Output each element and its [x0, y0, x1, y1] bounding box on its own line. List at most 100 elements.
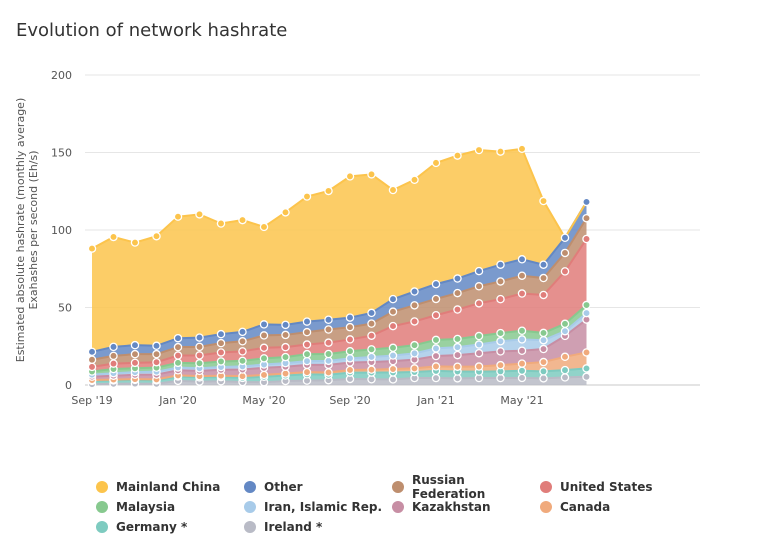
point-united-states[interactable] — [238, 347, 247, 356]
point-mainland-china[interactable] — [388, 185, 398, 195]
point-iran-islamic-rep[interactable] — [474, 340, 484, 349]
point-united-states[interactable] — [410, 317, 419, 326]
point-malaysia[interactable] — [539, 328, 548, 338]
point-russian-federation[interactable] — [496, 277, 505, 286]
point-other[interactable] — [259, 320, 269, 329]
point-canada[interactable] — [453, 362, 462, 371]
point-other[interactable] — [453, 274, 462, 283]
point-canada[interactable] — [517, 359, 527, 368]
point-iran-islamic-rep[interactable] — [560, 326, 570, 336]
point-other[interactable] — [216, 329, 226, 339]
point-malaysia[interactable] — [281, 352, 290, 362]
point-mainland-china[interactable] — [324, 186, 333, 196]
point-malaysia[interactable] — [560, 319, 570, 329]
point-russian-federation[interactable] — [431, 294, 441, 304]
point-russian-federation[interactable] — [173, 342, 183, 352]
point-united-states[interactable] — [302, 340, 312, 349]
legend-item-united-states[interactable]: United States — [540, 478, 688, 496]
point-malaysia[interactable] — [431, 335, 441, 345]
point-united-states[interactable] — [87, 362, 97, 372]
point-mainland-china[interactable] — [87, 244, 97, 253]
legend-item-russian-federation[interactable]: Russian Federation — [392, 473, 540, 501]
point-malaysia[interactable] — [345, 346, 355, 356]
point-kazakhstan[interactable] — [453, 350, 462, 360]
point-canada[interactable] — [302, 367, 312, 377]
point-other[interactable] — [539, 260, 548, 269]
point-malaysia[interactable] — [173, 358, 183, 368]
point-other[interactable] — [388, 294, 398, 304]
point-united-states[interactable] — [453, 305, 462, 314]
point-united-states[interactable] — [259, 343, 269, 353]
point-ireland[interactable] — [388, 375, 398, 384]
point-kazakhstan[interactable] — [517, 346, 527, 355]
point-other[interactable] — [560, 233, 570, 242]
point-germany[interactable] — [560, 365, 570, 375]
point-other[interactable] — [582, 197, 591, 207]
point-russian-federation[interactable] — [517, 271, 527, 280]
point-malaysia[interactable] — [259, 354, 269, 363]
point-united-states[interactable] — [367, 331, 376, 340]
point-russian-federation[interactable] — [367, 319, 376, 328]
point-iran-islamic-rep[interactable] — [582, 308, 591, 318]
point-ireland[interactable] — [453, 374, 462, 383]
point-other[interactable] — [517, 255, 527, 264]
point-kazakhstan[interactable] — [431, 351, 441, 361]
point-canada[interactable] — [388, 364, 398, 374]
point-united-states[interactable] — [109, 359, 118, 368]
point-russian-federation[interactable] — [130, 349, 140, 359]
point-russian-federation[interactable] — [560, 248, 570, 258]
point-mainland-china[interactable] — [281, 208, 290, 217]
point-russian-federation[interactable] — [87, 355, 97, 364]
point-malaysia[interactable] — [388, 343, 398, 353]
point-ireland[interactable] — [582, 372, 591, 382]
point-united-states[interactable] — [474, 299, 484, 308]
point-mainland-china[interactable] — [238, 215, 247, 225]
point-other[interactable] — [345, 313, 355, 322]
point-united-states[interactable] — [216, 348, 226, 357]
point-united-states[interactable] — [388, 321, 398, 331]
point-other[interactable] — [281, 320, 290, 330]
point-united-states[interactable] — [496, 294, 505, 304]
point-mainland-china[interactable] — [195, 210, 204, 219]
point-kazakhstan[interactable] — [539, 344, 548, 354]
point-malaysia[interactable] — [195, 359, 204, 368]
point-malaysia[interactable] — [367, 345, 376, 354]
point-united-states[interactable] — [539, 290, 548, 300]
point-iran-islamic-rep[interactable] — [410, 349, 419, 358]
point-other[interactable] — [130, 340, 140, 350]
point-mainland-china[interactable] — [496, 147, 505, 156]
point-united-states[interactable] — [560, 267, 570, 276]
point-other[interactable] — [109, 342, 118, 352]
point-united-states[interactable] — [517, 289, 527, 298]
point-united-states[interactable] — [582, 234, 591, 244]
point-kazakhstan[interactable] — [496, 347, 505, 356]
point-malaysia[interactable] — [216, 357, 226, 366]
point-russian-federation[interactable] — [582, 213, 591, 223]
point-ireland[interactable] — [517, 373, 527, 383]
point-mainland-china[interactable] — [410, 175, 419, 185]
point-russian-federation[interactable] — [216, 338, 226, 348]
point-mainland-china[interactable] — [453, 151, 462, 160]
legend-item-germany[interactable]: Germany * — [96, 518, 244, 536]
point-mainland-china[interactable] — [474, 145, 484, 155]
point-russian-federation[interactable] — [474, 282, 484, 291]
point-mainland-china[interactable] — [302, 192, 312, 201]
point-ireland[interactable] — [431, 373, 441, 383]
point-canada[interactable] — [367, 365, 376, 374]
point-other[interactable] — [474, 266, 484, 276]
point-other[interactable] — [238, 327, 247, 337]
point-other[interactable] — [195, 333, 204, 342]
point-russian-federation[interactable] — [281, 330, 290, 340]
point-malaysia[interactable] — [496, 328, 505, 338]
point-other[interactable] — [496, 260, 505, 269]
point-russian-federation[interactable] — [410, 301, 419, 310]
point-germany[interactable] — [582, 364, 591, 373]
point-canada[interactable] — [496, 360, 505, 370]
point-united-states[interactable] — [152, 357, 161, 367]
point-canada[interactable] — [474, 362, 484, 371]
legend-item-mainland-china[interactable]: Mainland China — [96, 478, 244, 496]
point-iran-islamic-rep[interactable] — [496, 337, 505, 346]
point-other[interactable] — [367, 308, 376, 318]
point-germany[interactable] — [517, 366, 527, 375]
point-germany[interactable] — [539, 367, 548, 376]
